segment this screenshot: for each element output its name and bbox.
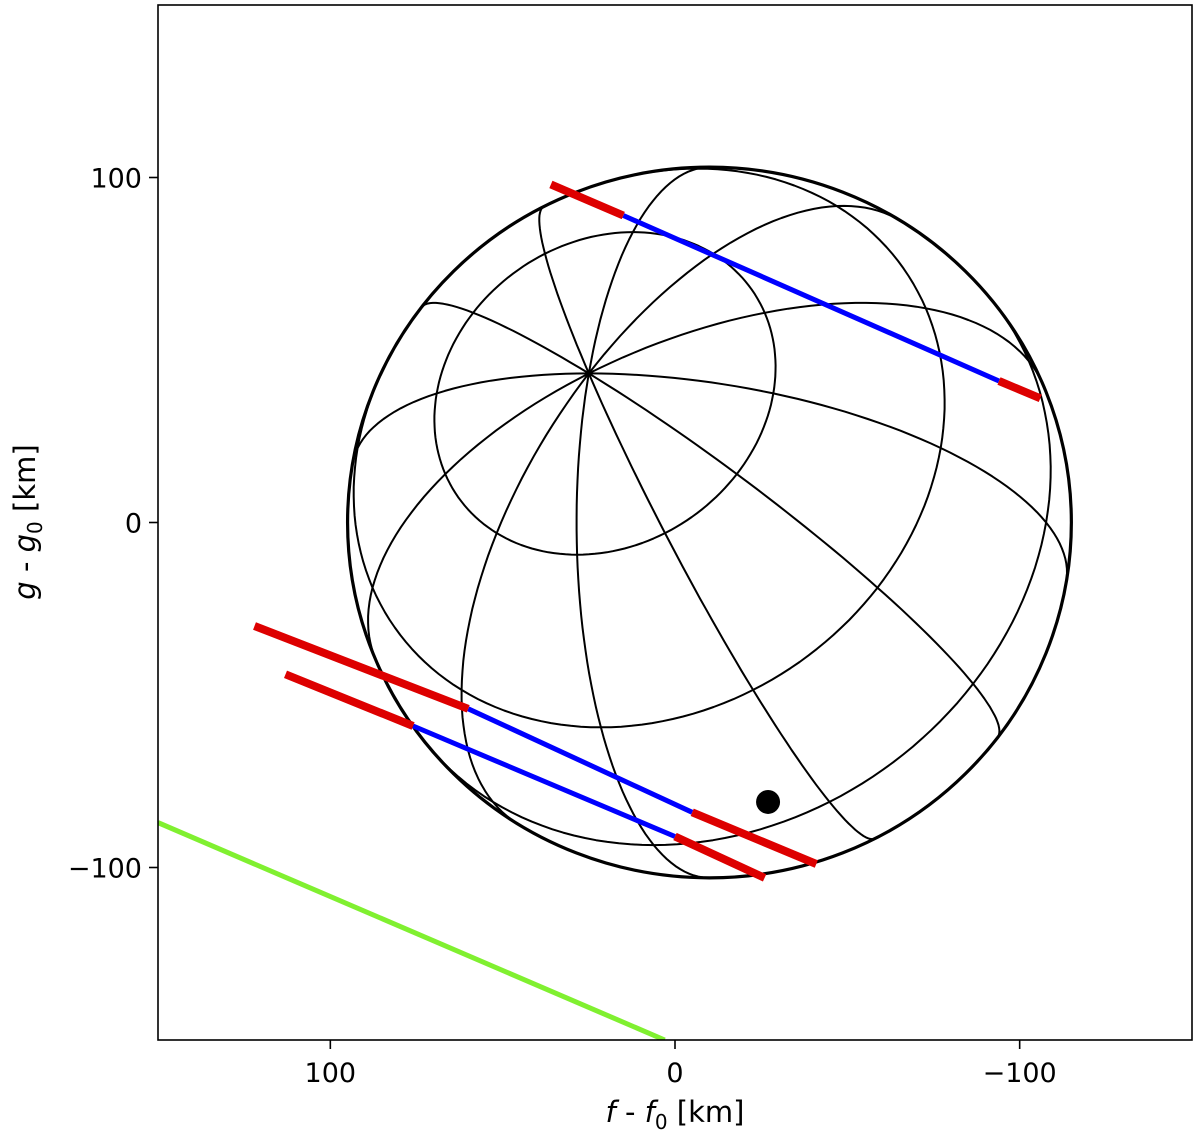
chord-segment-series-2 <box>158 820 666 1040</box>
chord-segment-series-1 <box>673 832 767 882</box>
meridian-line <box>588 204 897 375</box>
meridian-line <box>421 301 590 375</box>
x-axis-ticks: 100 0 −100 <box>305 1040 1057 1089</box>
y-axis-label: g - g0 [km] <box>8 444 47 599</box>
meridian-line <box>587 373 874 841</box>
x-tick-label: 0 <box>666 1058 683 1089</box>
meridian-line <box>575 373 708 879</box>
x-tick-label: 100 <box>305 1058 357 1089</box>
chord-segment-series-0 <box>412 723 676 839</box>
chord-lines <box>158 180 1042 1040</box>
body-limb <box>345 165 1073 880</box>
meridian-line <box>351 372 589 463</box>
chord-segment-series-1 <box>997 377 1042 402</box>
body-outline <box>345 165 1073 880</box>
y-tick-label: 100 <box>90 164 142 195</box>
y-tick-label: −100 <box>68 854 142 885</box>
meridian-line <box>587 166 707 374</box>
x-axis-label: f - f0 [km] <box>606 1095 745 1134</box>
chord-segment-series-1 <box>549 180 625 220</box>
marked-point <box>756 789 781 814</box>
x-tick-label: −100 <box>983 1058 1057 1089</box>
meridian-line <box>367 372 590 656</box>
chord-segment-series-1 <box>690 808 818 868</box>
chord-segment-series-0 <box>622 213 1001 384</box>
meridian-line <box>460 372 590 825</box>
plot-area-background <box>158 5 1192 1040</box>
chord-segment-series-1 <box>253 622 470 713</box>
meridian-line <box>588 372 1001 738</box>
y-axis-ticks: 100 0 −100 <box>68 164 158 885</box>
meridian-line <box>588 301 1044 384</box>
meridian-line <box>588 372 1068 579</box>
chord-segment-series-0 <box>467 706 694 815</box>
y-tick-label: 0 <box>125 509 142 540</box>
marked-point-layer <box>756 789 781 814</box>
chord-segment-series-1 <box>283 670 415 730</box>
meridian-line <box>538 205 590 374</box>
